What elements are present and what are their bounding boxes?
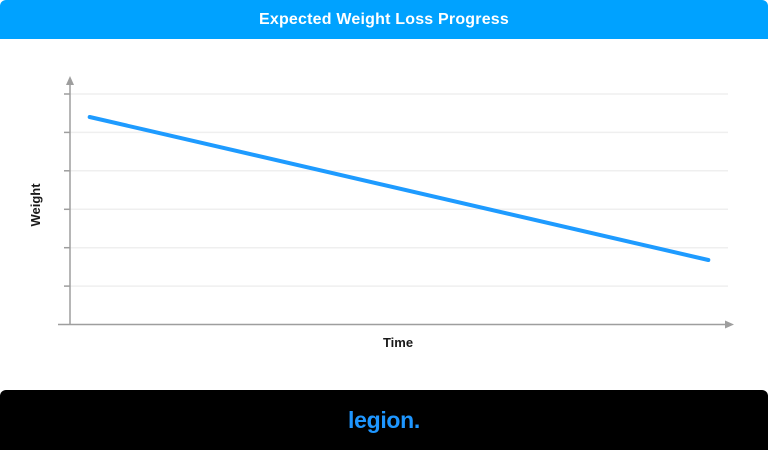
legion-logo: legion.: [347, 406, 420, 433]
line-chart: Weight Time: [28, 76, 734, 350]
data-line-expected-weight: [87, 115, 711, 262]
chart-geometry: [58, 76, 734, 329]
chart-title-bar: Expected Weight Loss Progress: [0, 0, 768, 39]
chart-title: Expected Weight Loss Progress: [258, 10, 510, 28]
y-axis-label: Weight: [28, 183, 43, 227]
x-axis-label: Time: [383, 335, 413, 350]
chart-area: Weight Time: [0, 39, 768, 390]
footer-bar: legion.: [0, 390, 768, 450]
x-axis-arrow-icon: [725, 320, 734, 329]
y-axis-arrow-icon: [66, 76, 74, 85]
